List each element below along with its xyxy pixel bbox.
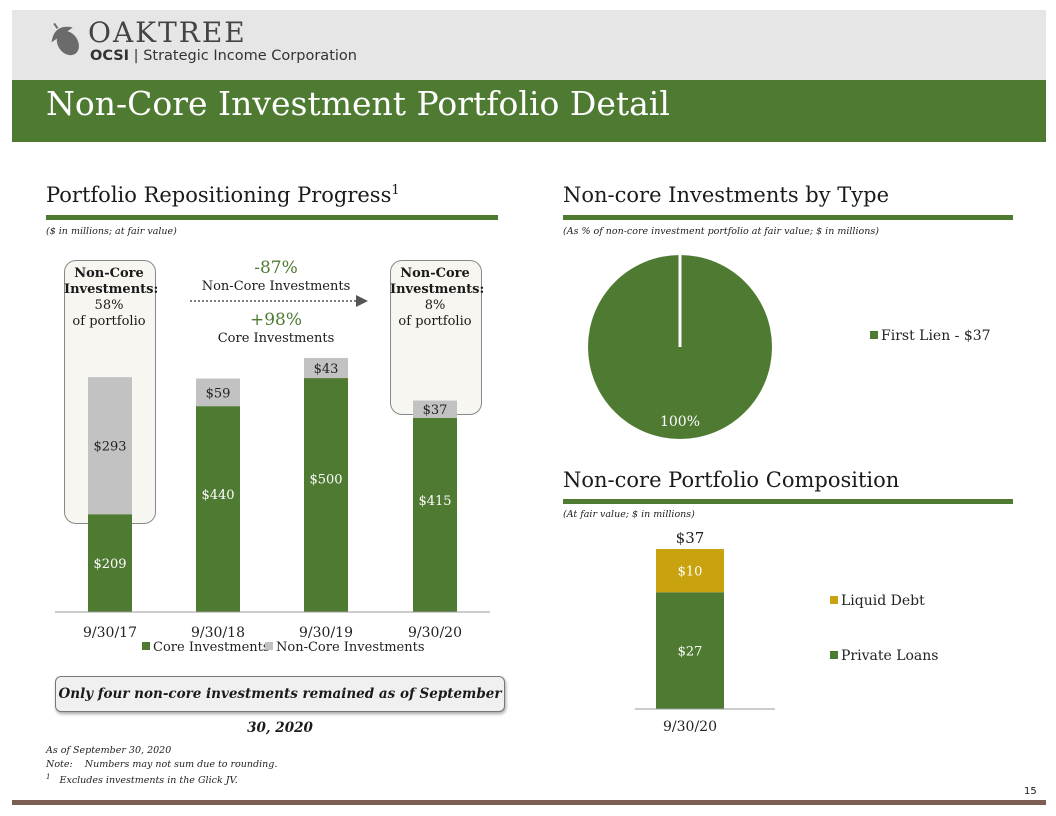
legend-core-label: Core Investments [153,640,270,655]
callout-start-label: Non-Core Investments: [64,266,159,297]
comp-total-label: $37 [676,529,705,547]
title-bar [12,80,1046,142]
callout-end-of: of portfolio [398,314,472,329]
portfolio-composition-chart: $27 $10 $37 9/30/20 Liquid Debt Private Loans [635,529,938,735]
bar-noncore-0 [88,377,132,515]
left-section-rule [46,215,498,220]
label-core-3: $415 [418,494,451,509]
footnote-1-mark: 1 [46,773,51,781]
label-core-0: $209 [93,557,126,572]
callout-start-text: Non-Core Investments: 58% of portfolio [64,266,158,330]
pie-legend-label-0: First Lien - $37 [881,328,991,344]
portfolio-repositioning-chart: $209 $293 9/30/17 $440 $59 9/30/18 $500 $43 9/30… [55,357,490,655]
right-bottom-rule [563,499,1013,504]
logo-subtitle: OCSI | Strategic Income Corporation [90,48,357,64]
bar-noncore-2 [304,357,348,379]
comp-x-tick-label: 9/30/20 [663,719,717,735]
noncore-change-label: Non-Core Investments [201,279,351,294]
pie-legend-swatch-0 [870,331,878,339]
bar-core-2 [304,378,348,612]
comp-label-0: $27 [678,645,703,660]
right-top-subnote: (As % of non-core investment portfolio a… [563,226,879,237]
left-section-subnote: ($ in millions; at fair value) [46,226,177,237]
core-change-pct: +98% [249,310,303,330]
legend-core-swatch [142,642,150,650]
footnote-note-text: Numbers may not sum due to rounding. [84,759,278,770]
right-bottom-title: Non-core Portfolio Composition [563,468,900,492]
logo-wordmark: OAKTREE [88,16,247,49]
footnote-note-label: Note: [46,759,73,770]
bar-noncore-1 [196,378,240,407]
page-number: 15 [1024,786,1037,797]
comp-bar-1 [656,549,724,593]
callout-end-text: Non-Core Investments: 8% of portfolio [390,266,484,330]
x-tick-label-2: 9/30/19 [299,625,353,641]
pie-label-0: 100% [660,414,700,430]
summary-banner: Only four non-core investments remained … [55,676,505,736]
bar-core-1 [196,406,240,612]
comp-label-1: $10 [678,565,703,580]
label-core-1: $440 [201,488,234,503]
logo-ticker: OCSI [90,48,130,64]
left-section-title-text: Portfolio Repositioning Progress [46,183,392,207]
left-section-title-sup: 1 [391,183,400,198]
right-top-rule [563,215,1013,220]
page-title: Non-Core Investment Portfolio Detail [46,84,670,123]
change-arrow-icon [190,295,368,307]
callout-end-box [390,260,482,415]
x-tick-label-3: 9/30/20 [408,625,462,641]
footnote-1-text: Excludes investments in the Glick JV. [59,775,238,787]
comp-legend-label-0: Private Loans [841,648,938,664]
left-section-title: Portfolio Repositioning Progress1 [46,183,400,207]
right-top-title: Non-core Investments by Type [563,183,889,207]
callout-start-pct: 58% [94,298,124,313]
label-noncore-1: $59 [206,386,231,401]
core-change-label: Core Investments [217,331,335,346]
label-noncore-2: $43 [314,362,339,377]
investments-by-type-chart: 100% First Lien - $37 [588,255,991,439]
callout-end-label: Non-Core Investments: [390,266,485,297]
footer-rule [12,800,1046,805]
right-bottom-subnote: (At fair value; $ in millions) [563,509,695,520]
comp-legend-swatch-0 [830,651,838,659]
bar-core-0 [88,514,132,612]
acorn-logo-icon [51,22,79,56]
bar-noncore-3 [413,400,457,418]
footnote-note: Note: Numbers may not sum due to roundin… [46,759,277,770]
noncore-change-pct: -87% [254,258,298,278]
bar-core-3 [413,417,457,612]
logo-company: Strategic Income Corporation [143,48,357,64]
x-tick-label-1: 9/30/18 [191,625,245,641]
label-core-2: $500 [309,472,342,487]
legend-noncore-swatch [265,642,273,650]
comp-bar-0 [656,592,724,709]
label-noncore-0: $293 [93,440,126,455]
comp-legend-swatch-1 [830,596,838,604]
footnote-asof: As of September 30, 2020 [46,745,172,756]
header-bar [12,10,1046,80]
legend-noncore-label: Non-Core Investments [276,640,425,655]
label-noncore-3: $37 [423,403,448,418]
x-tick-label-0: 9/30/17 [83,625,137,641]
footnote-1: 1 Excludes investments in the Glick JV. [46,773,238,786]
comp-legend-label-1: Liquid Debt [841,593,925,609]
callout-start-of: of portfolio [72,314,146,329]
callout-end-pct: 8% [424,298,446,313]
